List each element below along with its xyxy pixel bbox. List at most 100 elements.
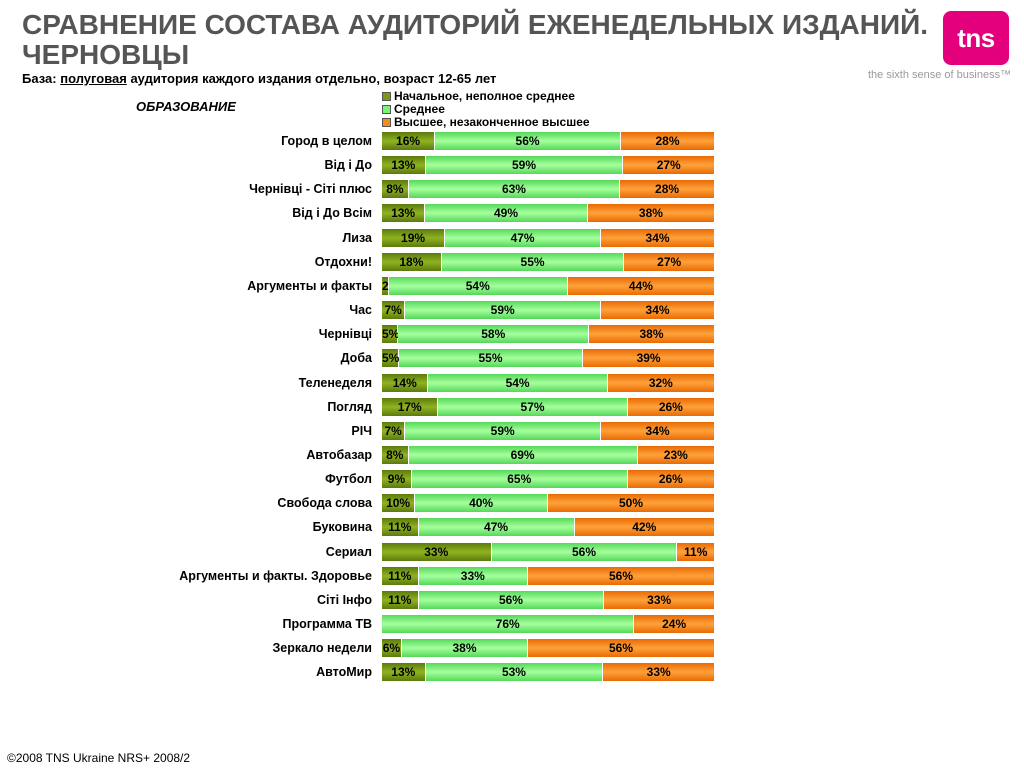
bar-segment-higher: 38%	[589, 325, 714, 344]
data-label: 56%	[515, 134, 540, 148]
bar-segment-secondary: 55%	[398, 349, 584, 368]
footer-copyright: ©2008 TNS Ukraine NRS+ 2008/2	[7, 751, 191, 765]
category-label: Теленеделя	[298, 375, 372, 390]
category-label: Зеркало недели	[272, 641, 372, 656]
bar-row: 7% 59% 34%	[382, 301, 714, 320]
category-label: Программа ТВ	[282, 617, 372, 631]
data-label: 63%	[501, 182, 526, 197]
data-label: 11%	[388, 520, 412, 535]
logo-tagline: the sixth sense of business™	[868, 69, 1012, 81]
data-label: 33%	[646, 665, 671, 680]
data-label: 11%	[684, 544, 708, 559]
data-label: 40%	[469, 496, 494, 511]
category-label: Час	[349, 303, 372, 318]
category-label: Доба	[340, 351, 372, 366]
data-label: 18%	[399, 254, 424, 269]
chart-legend: Начальное, неполное среднее Среднее Высшее…	[382, 90, 590, 129]
data-label: 13%	[391, 206, 416, 221]
bar-segment-higher: 26%	[627, 470, 714, 489]
bar-segment-primary: 14%	[382, 373, 429, 392]
category-label: РІЧ	[351, 423, 372, 438]
data-label: 9%	[387, 472, 406, 487]
base-description: База: полуговая аудитория каждого издани…	[22, 71, 496, 86]
category-label: Сіті Інфо	[317, 592, 372, 607]
bar-row: 33% 56% 11%	[382, 542, 714, 561]
bar-row: 10% 40% 50%	[382, 494, 714, 513]
data-label: 8%	[386, 447, 404, 462]
legend-label: Начальное, неполное среднее	[394, 89, 575, 103]
bar-segment-secondary: 56%	[491, 542, 678, 561]
data-label: 16%	[396, 134, 421, 148]
bar-segment-higher: 28%	[620, 180, 714, 199]
data-label: 19%	[401, 230, 426, 245]
data-label: 33%	[424, 544, 449, 559]
bar-segment-secondary: 57%	[438, 397, 628, 416]
legend-swatch	[382, 92, 391, 101]
data-label: 56%	[609, 568, 634, 583]
bar-segment-higher: 28%	[621, 132, 714, 150]
legend-item: Среднее	[382, 103, 590, 116]
bar-segment-higher: 38%	[587, 204, 714, 223]
bar-segment-higher: 56%	[528, 566, 714, 585]
base-label: База:	[22, 71, 57, 86]
bar-segment-secondary: 58%	[398, 325, 590, 344]
section-title: ОБРАЗОВАНИЕ	[136, 99, 236, 114]
bar-row: 18% 55% 27%	[382, 252, 714, 271]
bar-row: 13% 49% 38%	[382, 204, 714, 223]
bar-row: 11% 56% 33%	[382, 590, 714, 609]
bar-segment-higher: 34%	[601, 421, 714, 440]
data-label: 33%	[647, 592, 672, 607]
bar-segment-higher: 32%	[607, 373, 714, 392]
base-rest: аудитория каждого издания отдельно, возр…	[130, 71, 497, 86]
bar-segment-higher: 27%	[623, 156, 714, 175]
bar-row: 16% 56% 28%	[382, 132, 714, 150]
bar-segment-primary: 5%	[382, 349, 400, 368]
bar-row: 9% 65% 26%	[382, 470, 714, 489]
data-label: 23%	[663, 447, 688, 462]
data-label: 76%	[495, 617, 520, 631]
bar-segment-primary: 9%	[382, 470, 412, 489]
category-label: Від і До Всім	[292, 206, 372, 221]
bar-segment-secondary: 69%	[408, 445, 638, 464]
data-label: 27%	[657, 254, 682, 269]
bar-segment-primary: 8%	[382, 445, 409, 464]
data-label: 47%	[484, 520, 509, 535]
data-label: 11%	[388, 592, 412, 607]
data-label: 13%	[391, 665, 416, 680]
bar-row: 19% 47% 34%	[382, 228, 714, 247]
data-label: 57%	[520, 399, 545, 414]
data-label: 24%	[662, 617, 687, 631]
legend-swatch	[382, 118, 391, 127]
data-label: 54%	[465, 278, 490, 293]
bar-segment-secondary: 53%	[425, 663, 604, 682]
data-label: 34%	[645, 423, 670, 438]
data-label: 39%	[636, 351, 661, 366]
bar-row: 5% 58% 38%	[382, 325, 714, 344]
data-label: 7%	[384, 303, 402, 318]
bar-segment-secondary: 63%	[408, 180, 621, 199]
bar-segment-primary: 16%	[382, 132, 436, 150]
category-label: Чернівці - Сіті плюс	[249, 182, 372, 197]
bar-segment-primary: 13%	[382, 156, 426, 175]
legend-label: Высшее, незаконченное высшее	[394, 115, 590, 129]
category-label: Аргументы и факты	[247, 278, 372, 293]
bar-segment-secondary: 47%	[445, 228, 602, 247]
data-label: 55%	[478, 351, 503, 366]
data-label: 34%	[645, 230, 670, 245]
bar-segment-secondary: 47%	[418, 518, 575, 537]
data-label: 42%	[632, 520, 657, 535]
bar-segment-primary: 8%	[382, 180, 409, 199]
bar-segment-primary: 11%	[382, 518, 419, 537]
data-label: 13%	[391, 158, 416, 173]
data-label: 5%	[382, 351, 400, 366]
tns-logo: tns	[943, 11, 1009, 65]
bar-row: 2% 54% 44%	[382, 276, 714, 295]
bar-segment-secondary: 65%	[411, 470, 628, 489]
category-label: Сериал	[325, 544, 372, 559]
data-label: 28%	[655, 182, 680, 197]
data-label: 38%	[639, 327, 664, 342]
bar-row: 13% 53% 33%	[382, 663, 714, 682]
bar-segment-higher: 33%	[603, 663, 714, 682]
bar-segment-secondary: 76%	[382, 615, 635, 633]
bar-segment-higher: 44%	[567, 276, 714, 295]
